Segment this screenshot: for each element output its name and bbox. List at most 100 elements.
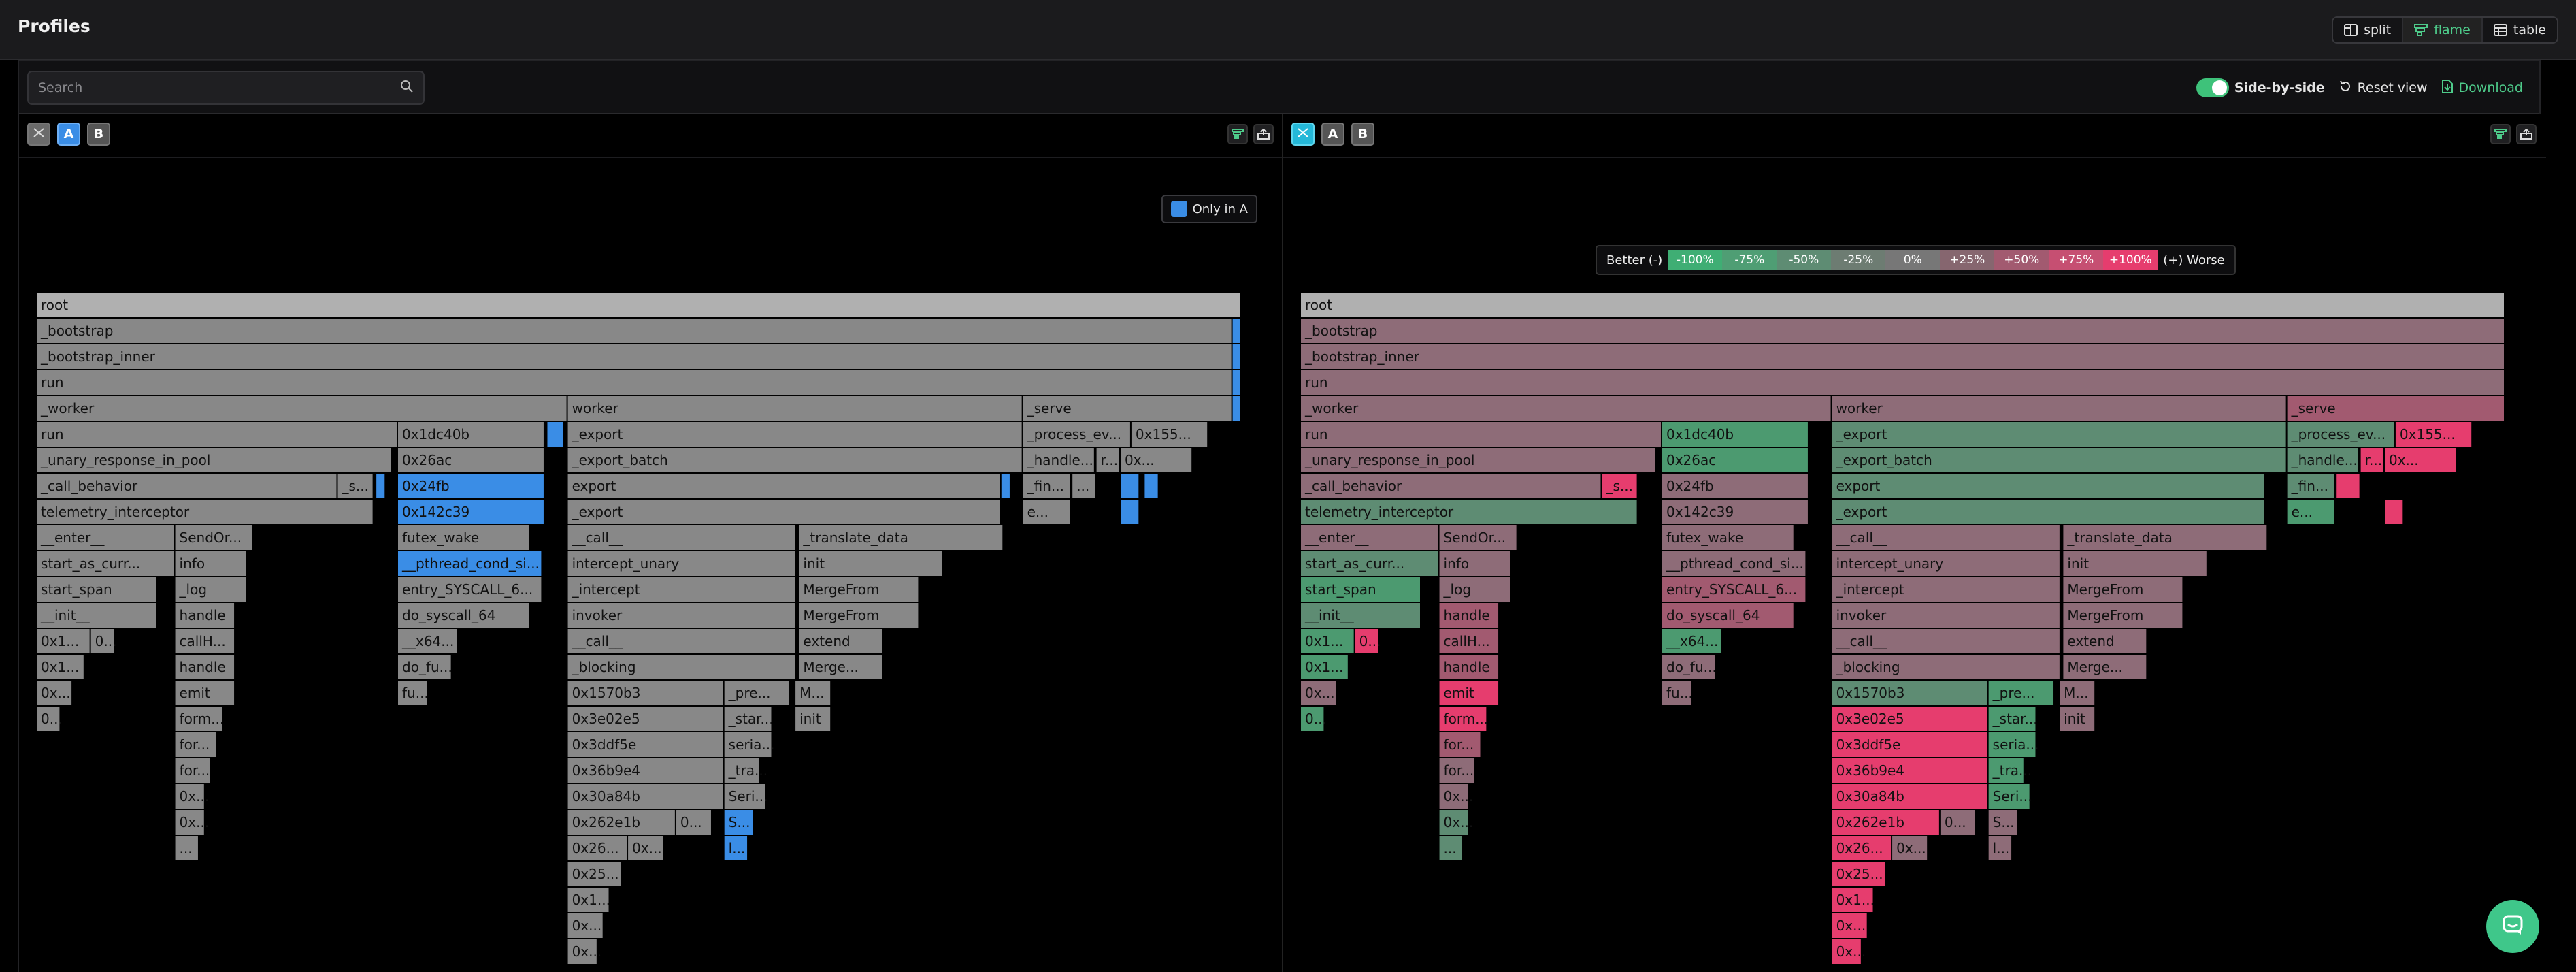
- flame-frame-rect[interactable]: [1832, 836, 1892, 860]
- flame-frame[interactable]: 0x36b9e4: [1832, 758, 1987, 783]
- flame-frame-rect[interactable]: [1832, 448, 2286, 472]
- flame-frame-rect[interactable]: [398, 551, 542, 576]
- flame-frame[interactable]: __init__: [37, 603, 156, 628]
- flamegraph-right-canvas[interactable]: root _bootstrap _bootstrap_inner run _worker…: [1283, 114, 2547, 972]
- flame-frame[interactable]: for...: [1439, 758, 1474, 783]
- flame-frame-rect[interactable]: [37, 681, 72, 705]
- flame-frame-rect[interactable]: [1072, 474, 1095, 498]
- flame-frame-rect[interactable]: [1301, 577, 1420, 602]
- flame-frame[interactable]: intercept_unary: [567, 551, 795, 576]
- flame-frame[interactable]: _tra...: [724, 758, 767, 783]
- flame-frame-rect[interactable]: [1355, 629, 1378, 653]
- flame-frame[interactable]: M...: [2060, 681, 2095, 705]
- flame-frame[interactable]: handle: [1439, 603, 1499, 628]
- flame-frame[interactable]: _unary_response_in_pool: [37, 448, 391, 472]
- flame-frame-rect[interactable]: [1832, 681, 1987, 705]
- flame-frame-rect[interactable]: [2063, 577, 2183, 602]
- flame-frame-rect[interactable]: [1301, 293, 2504, 317]
- flame-frame[interactable]: handle: [175, 603, 235, 628]
- flame-frame[interactable]: do_fu...: [398, 655, 452, 679]
- flame-frame[interactable]: 0x1dc40b: [1662, 422, 1808, 447]
- flame-frame[interactable]: 0x...: [175, 810, 210, 835]
- flame-frame[interactable]: 0x262e1b: [567, 810, 675, 835]
- flame-frame[interactable]: _unary_response_in_pool: [1301, 448, 1655, 472]
- flame-frame-rect[interactable]: [676, 810, 711, 835]
- flame-frame-rect[interactable]: [175, 784, 204, 809]
- flame-frame[interactable]: run: [1301, 370, 2504, 395]
- flame-frame-rect[interactable]: [1439, 810, 1468, 835]
- flame-frame-rect[interactable]: [376, 474, 385, 498]
- flame-frame-rect[interactable]: [2063, 655, 2147, 679]
- flame-frame-rect[interactable]: [1121, 500, 1139, 524]
- flame-frame[interactable]: _s...: [337, 474, 373, 498]
- flame-frame[interactable]: 0x...: [567, 913, 603, 938]
- download-button[interactable]: Download: [2441, 79, 2523, 97]
- flame-frame-rect[interactable]: [1662, 448, 1808, 472]
- flame-frame-rect[interactable]: [2287, 396, 2504, 421]
- flame-frame-rect[interactable]: [1301, 448, 1655, 472]
- flame-frame[interactable]: 0x26ac: [1662, 448, 1808, 472]
- left-mode-a-button[interactable]: A: [57, 123, 80, 146]
- flame-frame[interactable]: __init__: [1301, 603, 1420, 628]
- flame-frame[interactable]: 0x3ddf5e: [1832, 732, 1987, 757]
- flame-frame-rect[interactable]: [799, 551, 942, 576]
- flame-frame[interactable]: start_as_curr...: [1301, 551, 1438, 576]
- flame-frame-rect[interactable]: [1301, 551, 1438, 576]
- flame-frame[interactable]: callH...: [1439, 629, 1499, 653]
- flame-frame-rect[interactable]: [724, 836, 748, 860]
- flame-frame-rect[interactable]: [1832, 577, 2060, 602]
- flame-frame[interactable]: telemetry_interceptor: [37, 500, 373, 524]
- flame-frame[interactable]: run: [1301, 422, 1661, 447]
- flame-frame-rect[interactable]: [37, 422, 397, 447]
- flame-frame-rect[interactable]: [799, 655, 882, 679]
- flame-frame-rect[interactable]: [567, 448, 1022, 472]
- flame-frame[interactable]: callH...: [175, 629, 235, 653]
- flame-frame-rect[interactable]: [2063, 603, 2183, 628]
- flame-frame-rect[interactable]: [567, 758, 723, 783]
- flame-frame[interactable]: _handle...: [2287, 448, 2358, 472]
- flame-frame[interactable]: emit: [175, 681, 235, 705]
- flame-frame-rect[interactable]: [1988, 810, 2017, 835]
- flame-frame-rect[interactable]: [37, 707, 60, 731]
- flame-frame-rect[interactable]: [1439, 551, 1510, 576]
- flame-frame[interactable]: [2336, 474, 2360, 498]
- left-flame-filter-icon[interactable]: [1227, 124, 1248, 144]
- flame-frame-rect[interactable]: [1439, 525, 1517, 550]
- flame-frame-rect[interactable]: [175, 577, 246, 602]
- flame-frame[interactable]: e...: [2287, 500, 2334, 524]
- flame-frame[interactable]: _star...: [1988, 707, 2038, 731]
- flame-frame-rect[interactable]: [1832, 603, 2060, 628]
- flame-frame[interactable]: run: [37, 422, 397, 447]
- flame-frame-rect[interactable]: [37, 344, 1232, 369]
- flame-frame[interactable]: 0x1dc40b: [398, 422, 544, 447]
- flame-frame-rect[interactable]: [2287, 500, 2334, 524]
- flame-frame[interactable]: _bootstrap_inner: [1301, 344, 2504, 369]
- flame-frame[interactable]: _pre...: [1988, 681, 2054, 705]
- flame-frame[interactable]: 0x...: [628, 836, 663, 860]
- flame-frame-rect[interactable]: [567, 913, 603, 938]
- flame-frame[interactable]: _pre...: [724, 681, 790, 705]
- flame-frame-rect[interactable]: [2287, 474, 2334, 498]
- flame-frame-rect[interactable]: [567, 939, 597, 964]
- flame-frame[interactable]: Merge...: [799, 655, 882, 679]
- flame-frame[interactable]: _log: [175, 577, 246, 602]
- flame-frame[interactable]: 0...: [676, 810, 711, 835]
- flame-frame-rect[interactable]: [1301, 629, 1354, 653]
- flame-frame-rect[interactable]: [37, 551, 174, 576]
- flame-frame-rect[interactable]: [175, 551, 246, 576]
- flame-frame[interactable]: invoker: [567, 603, 795, 628]
- flame-frame[interactable]: _worker: [37, 396, 567, 421]
- flame-frame[interactable]: fu...: [398, 681, 429, 705]
- flame-frame-rect[interactable]: [1232, 344, 1240, 369]
- flame-frame-rect[interactable]: [1832, 707, 1987, 731]
- flame-frame[interactable]: 0x...: [1301, 681, 1336, 705]
- flame-frame-rect[interactable]: [1602, 474, 1637, 498]
- flame-frame[interactable]: __call__: [567, 525, 795, 550]
- flame-frame[interactable]: r...: [2360, 448, 2383, 472]
- right-export-icon[interactable]: [2516, 124, 2537, 144]
- flame-frame[interactable]: futex_wake: [1662, 525, 1794, 550]
- flame-frame-rect[interactable]: [567, 422, 1022, 447]
- flame-frame-rect[interactable]: [175, 707, 222, 731]
- flame-frame-rect[interactable]: [1301, 344, 2504, 369]
- flame-frame-rect[interactable]: [1832, 784, 1987, 809]
